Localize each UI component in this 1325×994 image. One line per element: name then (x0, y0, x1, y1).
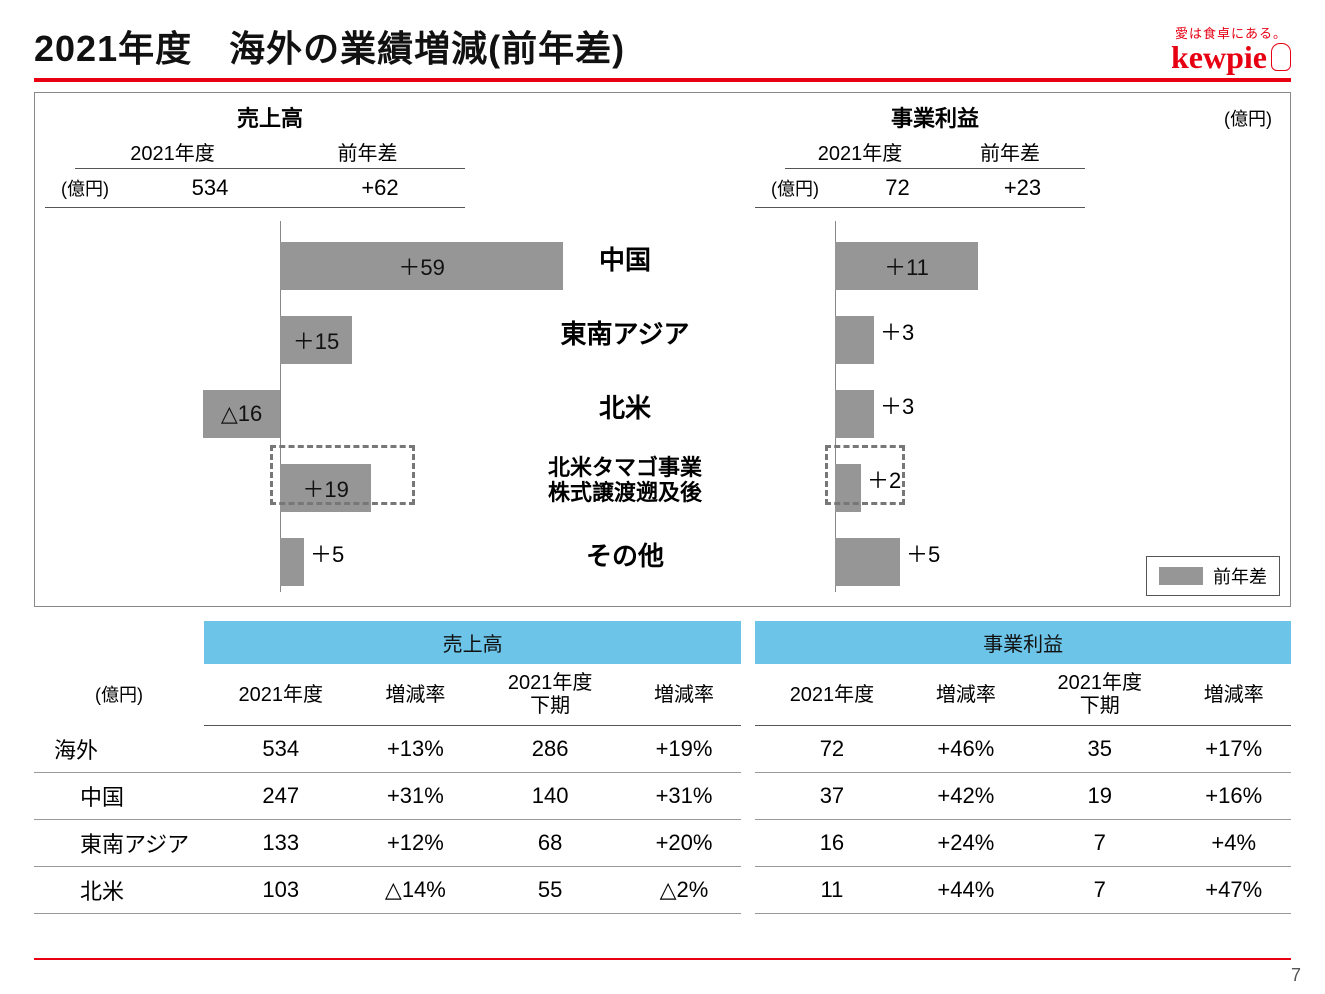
table-group-profit: 事業利益 (755, 621, 1291, 665)
sales-bar: △16 (203, 390, 280, 438)
title-rule (34, 78, 1291, 82)
table-cell: +31% (357, 772, 473, 819)
table-cell: 37 (755, 772, 908, 819)
table-cell: 55 (473, 866, 626, 913)
table-column-header: 2021年度下期 (1023, 665, 1176, 726)
table-cell: 16 (755, 819, 908, 866)
sales-col1: 2021年度 (75, 135, 270, 168)
region-label: 北米タマゴ事業株式譲渡遡及後 (495, 443, 755, 517)
sales-bar-label: ＋5 (310, 537, 344, 569)
profit-unit: (億円) (755, 169, 835, 207)
profit-bar (835, 390, 874, 438)
page-title: 2021年度 海外の業績増減(前年差) (34, 20, 625, 72)
region-label-line1: 北米タマゴ事業 (548, 455, 702, 480)
table-cell: +12% (357, 819, 473, 866)
table-cell: 7 (1023, 866, 1176, 913)
footer-rule (34, 958, 1291, 960)
table-cell: +13% (357, 726, 473, 773)
table-unit-label: (億円) (34, 665, 204, 726)
table-cell: 11 (755, 866, 908, 913)
sales-bar-dash (270, 445, 415, 505)
table-column-header: 増減率 (627, 665, 741, 726)
table-cell: +31% (627, 772, 741, 819)
legend-swatch (1159, 567, 1203, 585)
profit-bar-label: ＋3 (880, 389, 914, 421)
sales-total-diff: +62 (295, 169, 465, 207)
table-cell: 247 (204, 772, 357, 819)
brand-logo: 愛は食卓にある。 kewpie (1171, 23, 1291, 72)
table-cell: +47% (1177, 866, 1292, 913)
table-cell: △2% (627, 866, 741, 913)
table-cell: +19% (627, 726, 741, 773)
table-cell: 534 (204, 726, 357, 773)
profit-col2: 前年差 (935, 135, 1085, 168)
profit-bar-dash (825, 445, 905, 505)
sales-header: 売上高 (45, 101, 495, 133)
profit-header: 事業利益 (755, 101, 1115, 133)
sales-unit: (億円) (45, 169, 125, 207)
table-cell: 35 (1023, 726, 1176, 773)
profit-col1: 2021年度 (785, 135, 935, 168)
table-cell: +16% (1177, 772, 1292, 819)
table-row-label: 中国 (34, 772, 204, 819)
region-label-line2: 株式譲渡遡及後 (548, 480, 702, 505)
table-cell: 103 (204, 866, 357, 913)
table-cell: 7 (1023, 819, 1176, 866)
profit-bar: ＋11 (835, 242, 978, 290)
table-cell: +42% (909, 772, 1023, 819)
table-row: 海外534+13%286+19% 72+46%35+17% (34, 726, 1291, 773)
chart-unit-label: (億円) (1224, 105, 1272, 131)
table-cell: +20% (627, 819, 741, 866)
table-cell: +44% (909, 866, 1023, 913)
table-cell: +46% (909, 726, 1023, 773)
table-cell: 286 (473, 726, 626, 773)
table-column-header: 2021年度 (204, 665, 357, 726)
table-column-header: 増減率 (1177, 665, 1292, 726)
profit-bar-label: ＋3 (880, 315, 914, 347)
table-row-label: 東南アジア (34, 819, 204, 866)
sales-bar: ＋59 (280, 242, 563, 290)
table-cell: △14% (357, 866, 473, 913)
table-group-sales: 売上高 (204, 621, 741, 665)
table-row: 中国247+31%140+31%37+42%19+16% (34, 772, 1291, 819)
profit-bar (835, 316, 874, 364)
yoy-change-chart: 売上高 2021年度 前年差 (億円) 534 +62 ＋59＋15△16＋19… (34, 92, 1291, 607)
table-row: 北米103△14%55△2% 11+44%7+47% (34, 866, 1291, 913)
region-labels-column: 中国東南アジア北米北米タマゴ事業株式譲渡遡及後その他 (495, 101, 755, 592)
brand-name: kewpie (1171, 42, 1267, 72)
sales-col2: 前年差 (270, 135, 465, 168)
table-row-label: 北米 (34, 866, 204, 913)
legend-label: 前年差 (1213, 563, 1267, 589)
profit-total-value: 72 (835, 169, 960, 207)
table-cell: +17% (1177, 726, 1292, 773)
kewpie-doll-icon (1271, 43, 1291, 71)
table-row: 東南アジア133+12%68+20% 16+24%7+4% (34, 819, 1291, 866)
table-cell: 72 (755, 726, 908, 773)
table-cell: 133 (204, 819, 357, 866)
table-cell: 140 (473, 772, 626, 819)
profit-bar (835, 538, 900, 586)
chart-legend: 前年差 (1146, 556, 1280, 596)
table-row-label: 海外 (34, 726, 204, 773)
profit-total-diff: +23 (960, 169, 1085, 207)
region-label: その他 (495, 517, 755, 591)
page-number: 7 (1291, 965, 1301, 986)
sales-total-value: 534 (125, 169, 295, 207)
table-cell: 19 (1023, 772, 1176, 819)
table-column-header: 2021年度 (755, 665, 908, 726)
region-label: 東南アジア (495, 295, 755, 369)
profit-bar-label: ＋5 (906, 537, 940, 569)
sales-bar: ＋15 (280, 316, 352, 364)
sales-bar (280, 538, 304, 586)
table-cell: +4% (1177, 819, 1292, 866)
table-column-header: 増減率 (909, 665, 1023, 726)
table-cell: +24% (909, 819, 1023, 866)
region-label: 北米 (495, 369, 755, 443)
summary-table: 売上高 事業利益 (億円) 2021年度増減率2021年度下期増減率2021年度… (34, 621, 1291, 914)
table-column-header: 増減率 (357, 665, 473, 726)
table-column-header: 2021年度下期 (473, 665, 626, 726)
table-cell: 68 (473, 819, 626, 866)
